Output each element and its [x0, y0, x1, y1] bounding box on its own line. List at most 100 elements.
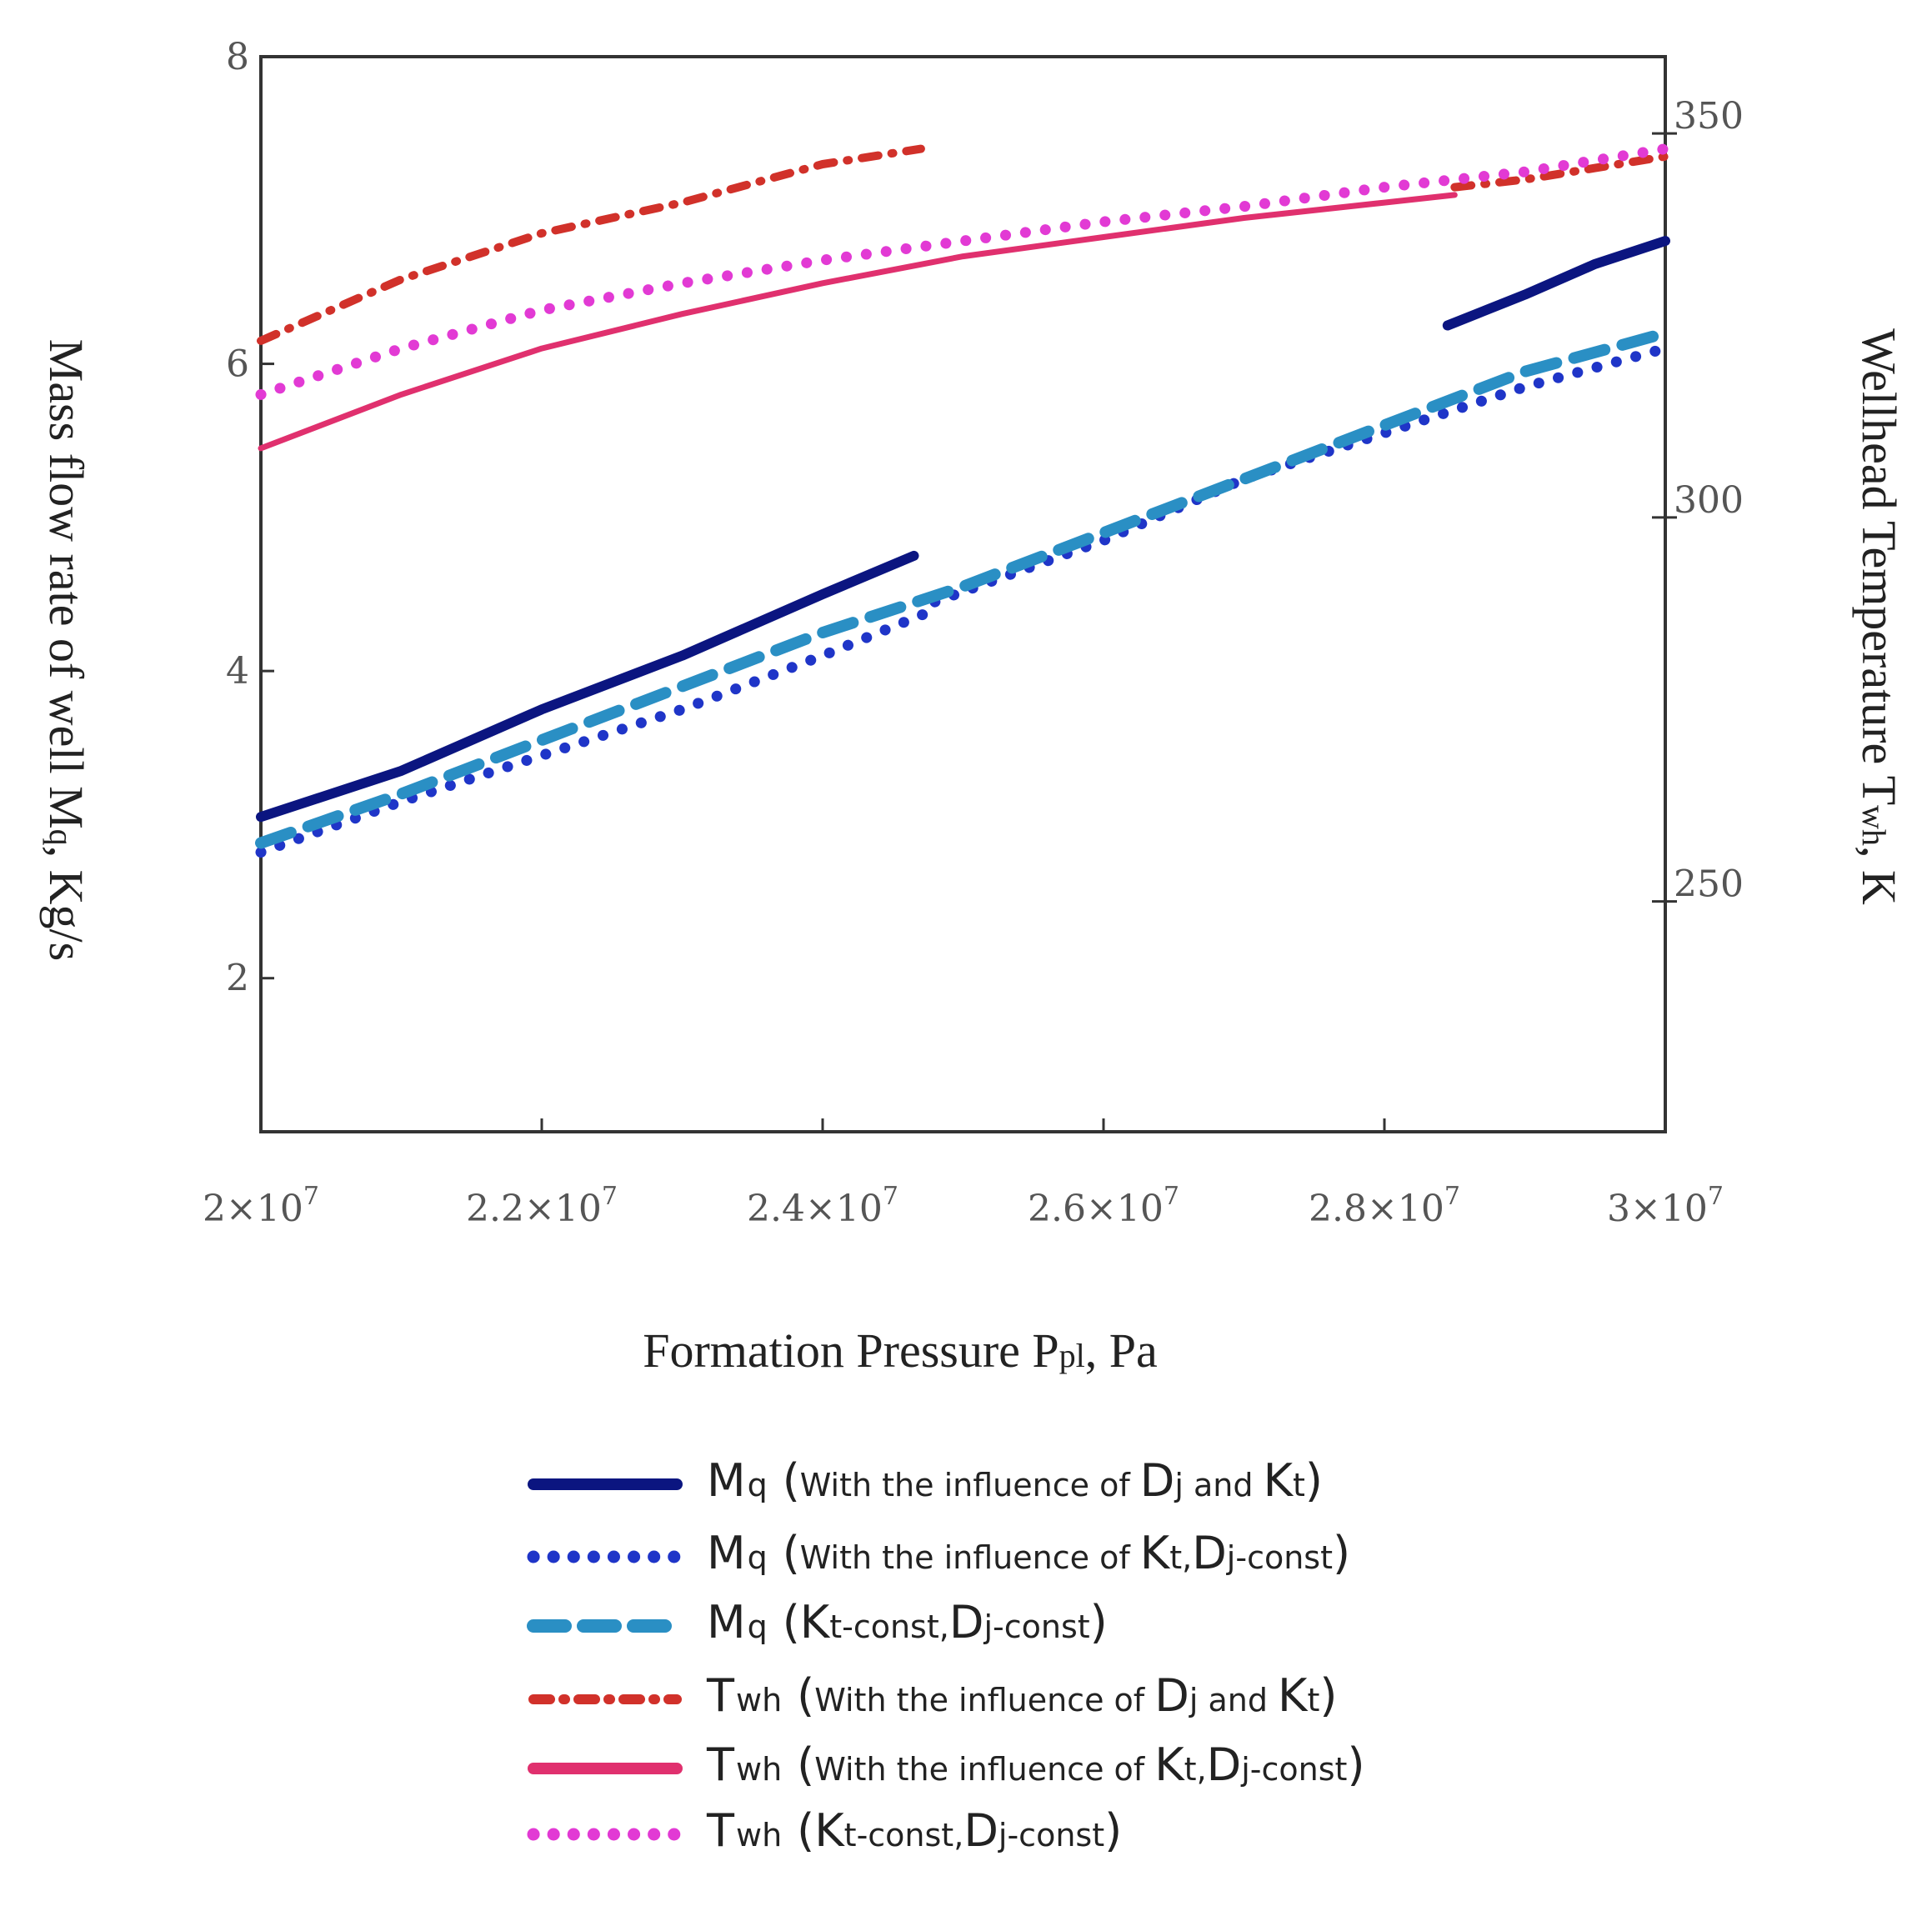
legend-label-mq_dj_kt: Mq (With the influence of Dj and Kt): [707, 1454, 1323, 1507]
legend: Mq (With the influence of Dj and Kt)Mq (Wi…: [527, 1454, 1365, 1857]
plot-area: [259, 55, 1667, 1133]
legend-param-1: K: [1154, 1738, 1185, 1791]
legend-param-2-subscript: t: [1293, 1467, 1305, 1503]
legend-param-2-subscript: t: [1307, 1682, 1319, 1718]
series-line-6-segment-1: [255, 143, 1671, 400]
legend-separator: and: [1198, 1682, 1278, 1718]
legend-close-paren: ): [1104, 1804, 1122, 1857]
legend-symbol: M: [707, 1527, 746, 1579]
series-line-1-segment-1: [256, 550, 919, 823]
legend-param-2: D: [963, 1804, 999, 1857]
legend-separator: ,: [1182, 1539, 1192, 1576]
plot-frame: [259, 55, 1667, 1133]
legend-description: With the influence of: [814, 1682, 1154, 1718]
legend-label-twh_dj_kt: Twh (With the influence of Dj and Kt): [706, 1669, 1337, 1722]
legend-open-paren: (: [783, 1527, 800, 1579]
legend-param-2-subscript: j-const: [998, 1817, 1104, 1853]
legend-label-mq_kt: Mq (With the influence of Kt,Dj-const): [707, 1527, 1350, 1579]
x-tick-base: ×10: [1086, 1188, 1164, 1230]
legend-separator: ,: [953, 1817, 963, 1853]
legend-open-paren: (: [797, 1738, 814, 1791]
x-tick-label: 2.6×107: [1028, 1182, 1179, 1230]
series-line-2-segment-1: [255, 603, 941, 858]
y-left-tick-label: 4: [226, 650, 249, 693]
x-tick-mantissa: 2.2: [466, 1188, 524, 1230]
tick-layer: 2×107 2.2×107 2.4×107 2.6×107 2.8×107 3×10724…: [203, 36, 1744, 1230]
series-layer: [255, 143, 1671, 858]
y-left-tick-label: 6: [226, 343, 249, 386]
legend-symbol-subscript: wh: [736, 1817, 782, 1853]
legend-open-paren: (: [797, 1669, 814, 1722]
series-line-1-segment-2: [1442, 236, 1670, 331]
legend-symbol: M: [707, 1596, 746, 1648]
legend-symbol-subscript: q: [748, 1608, 768, 1645]
legend-label-twh_const: Twh (Kt-const,Dj-const): [706, 1804, 1122, 1857]
x-tick-exponent: 7: [1708, 1182, 1724, 1211]
legend-param-2-subscript: j-const: [1240, 1751, 1347, 1788]
legend-separator: and: [1184, 1467, 1264, 1503]
series-line-3-segment-1: [255, 327, 1671, 849]
legend-symbol: T: [706, 1738, 735, 1791]
legend-param-1: K: [800, 1596, 831, 1648]
legend-close-paren: ): [1305, 1454, 1323, 1507]
x-tick-label: 2.2×107: [466, 1182, 618, 1230]
legend-param-1: K: [1140, 1527, 1171, 1579]
legend-symbol-subscript: q: [748, 1539, 768, 1576]
y-left-axis-title: Mass flow rate of well Mq, Kg/s: [39, 339, 93, 962]
x-tick-exponent: 7: [883, 1182, 898, 1211]
x-tick-label: 3×107: [1607, 1182, 1724, 1230]
x-tick-base: ×10: [226, 1188, 303, 1230]
legend-label-twh_kt: Twh (With the influence of Kt,Dj-const): [706, 1738, 1365, 1791]
legend-description: With the influence of: [800, 1539, 1140, 1576]
x-tick-mantissa: 2: [203, 1188, 226, 1230]
x-tick-exponent: 7: [602, 1182, 618, 1211]
x-tick-base: ×10: [1630, 1188, 1708, 1230]
x-tick-base: ×10: [1367, 1188, 1444, 1230]
legend-param-1-subscript: t: [1184, 1751, 1197, 1788]
legend-close-paren: ): [1347, 1738, 1364, 1791]
x-tick-mantissa: 2.6: [1028, 1188, 1086, 1230]
legend-param-1: D: [1154, 1669, 1189, 1722]
legend-param-1-subscript: t: [1169, 1539, 1182, 1576]
y-right-axis-title: Wellhead Temperature Twh, K: [1852, 328, 1906, 905]
legend-param-2: K: [1278, 1669, 1309, 1722]
legend-description: With the influence of: [800, 1467, 1140, 1503]
x-axis-title: Formation Pressure Ppl, Pa: [643, 1323, 1158, 1378]
legend-param-1-subscript: t-const: [829, 1608, 939, 1645]
x-tick-label: 2.4×107: [747, 1182, 898, 1230]
legend-open-paren: (: [783, 1454, 800, 1507]
series-line-4-segment-1: [257, 144, 925, 345]
legend-param-1: D: [1140, 1454, 1175, 1507]
legend-param-2-subscript: j-const: [983, 1608, 1089, 1645]
legend-open-paren: (: [783, 1596, 800, 1648]
y-right-tick-label: 350: [1674, 95, 1744, 138]
legend-symbol: T: [706, 1804, 735, 1857]
legend-param-2: K: [1264, 1454, 1294, 1507]
y-right-tick-label: 250: [1674, 863, 1744, 906]
x-tick-exponent: 7: [1444, 1182, 1460, 1211]
x-tick-exponent: 7: [1164, 1182, 1179, 1211]
legend-label-mq_const: Mq (Kt-const,Dj-const): [707, 1596, 1108, 1648]
legend-param-1-subscript: j: [1189, 1682, 1199, 1718]
legend-param-1-subscript: t-const: [844, 1817, 954, 1853]
y-left-tick-label: 8: [226, 36, 249, 78]
legend-symbol-subscript: q: [748, 1467, 768, 1503]
legend-param-1-subscript: j: [1174, 1467, 1184, 1503]
legend-close-paren: ): [1090, 1596, 1108, 1648]
legend-param-2: D: [1192, 1527, 1227, 1579]
legend-close-paren: ): [1319, 1669, 1337, 1722]
series-line-5-segment-1: [258, 192, 1458, 452]
legend-close-paren: ): [1333, 1527, 1350, 1579]
y-left-tick-label: 2: [226, 958, 249, 1000]
legend-param-1: K: [814, 1804, 845, 1857]
legend-symbol-subscript: wh: [736, 1751, 782, 1788]
x-tick-label: 2.8×107: [1309, 1182, 1460, 1230]
legend-separator: ,: [939, 1608, 949, 1645]
legend-open-paren: (: [797, 1804, 814, 1857]
series-line-4-segment-2: [1450, 152, 1669, 192]
x-tick-label: 2×107: [203, 1182, 319, 1230]
x-tick-base: ×10: [805, 1188, 883, 1230]
legend-symbol-subscript: wh: [736, 1682, 782, 1718]
legend-param-2: D: [949, 1596, 984, 1648]
